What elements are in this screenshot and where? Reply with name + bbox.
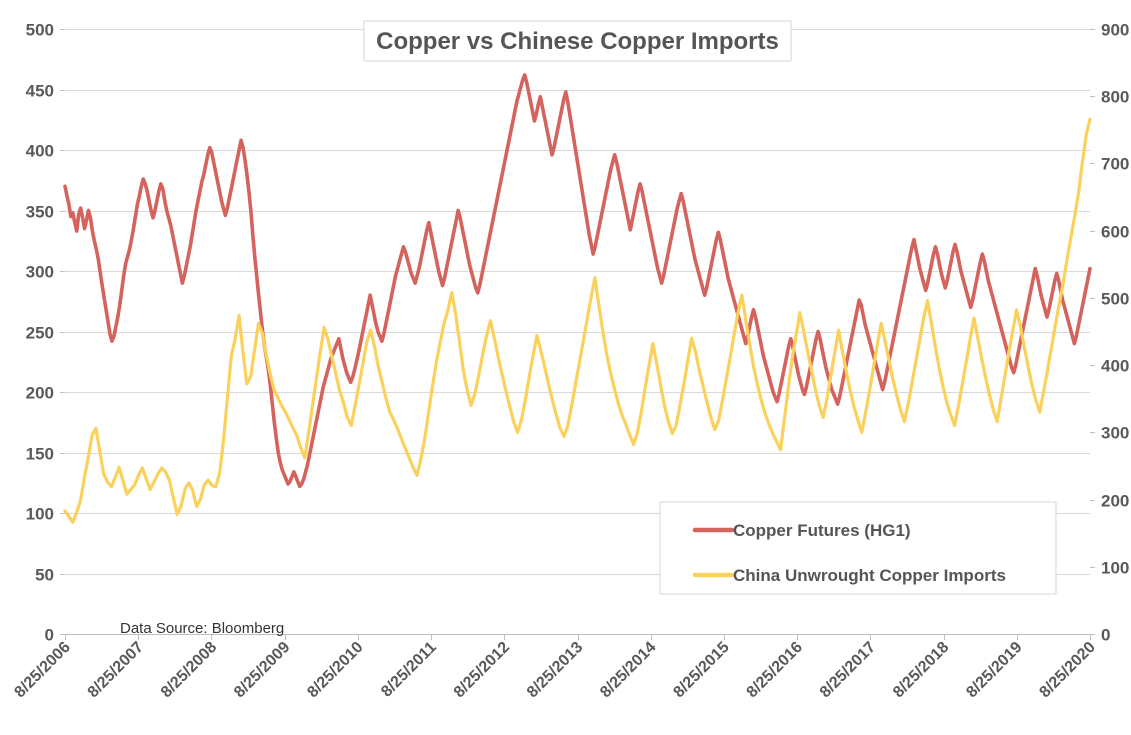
data-source-label: Data Source: Bloomberg <box>120 620 284 637</box>
chart-title-group: Copper vs Chinese Copper Imports <box>363 20 792 62</box>
right-axis-tick-label: 600 <box>1101 223 1129 242</box>
left-axis-tick-label: 200 <box>26 384 54 403</box>
x-axis <box>65 634 1091 640</box>
legend-item-label: Copper Futures (HG1) <box>733 521 911 540</box>
chart-legend: Copper Futures (HG1) China Unwrought Copp… <box>659 501 1057 595</box>
left-axis-tick-label: 100 <box>26 505 54 524</box>
right-axis-tick-label: 400 <box>1101 357 1129 376</box>
right-axis-labels: 0 100 200 300 400 500 600 700 800 900 <box>1101 21 1129 645</box>
left-axis-tick-label: 400 <box>26 142 54 161</box>
right-axis-tick-label: 500 <box>1101 290 1129 309</box>
right-axis-tick-label: 0 <box>1101 626 1110 645</box>
right-axis-ticks <box>1090 29 1095 635</box>
left-axis-tick-label: 150 <box>26 445 54 464</box>
right-axis-tick-label: 300 <box>1101 424 1129 443</box>
series-line <box>63 117 1092 525</box>
left-axis-tick-label: 450 <box>26 82 54 101</box>
legend-box <box>659 501 1057 595</box>
right-axis-tick-label: 700 <box>1101 155 1129 174</box>
chart-title-box <box>363 20 792 62</box>
data-source-annotation: Data Source: Bloomberg <box>120 620 284 637</box>
left-axis-tick-label: 300 <box>26 263 54 282</box>
left-axis-tick-label: 500 <box>26 21 54 40</box>
chart-title: Copper vs Chinese Copper Imports <box>376 28 779 55</box>
left-axis-tick-label: 50 <box>35 566 54 585</box>
left-axis-tick-label: 0 <box>45 626 54 645</box>
left-axis-tick-label: 250 <box>26 324 54 343</box>
data-series <box>63 73 1092 525</box>
right-axis-tick-label: 200 <box>1101 492 1129 511</box>
legend-item-label: China Unwrought Copper Imports <box>733 566 1006 585</box>
left-axis-ticks <box>60 29 65 635</box>
left-axis-labels: 0 50 100 150 200 250 300 350 400 450 500 <box>26 21 54 645</box>
right-axis-tick-label: 900 <box>1101 21 1129 40</box>
series-line <box>63 73 1092 489</box>
left-axis-tick-label: 350 <box>26 203 54 222</box>
right-axis-tick-label: 100 <box>1101 559 1129 578</box>
right-axis-tick-label: 800 <box>1101 88 1129 107</box>
